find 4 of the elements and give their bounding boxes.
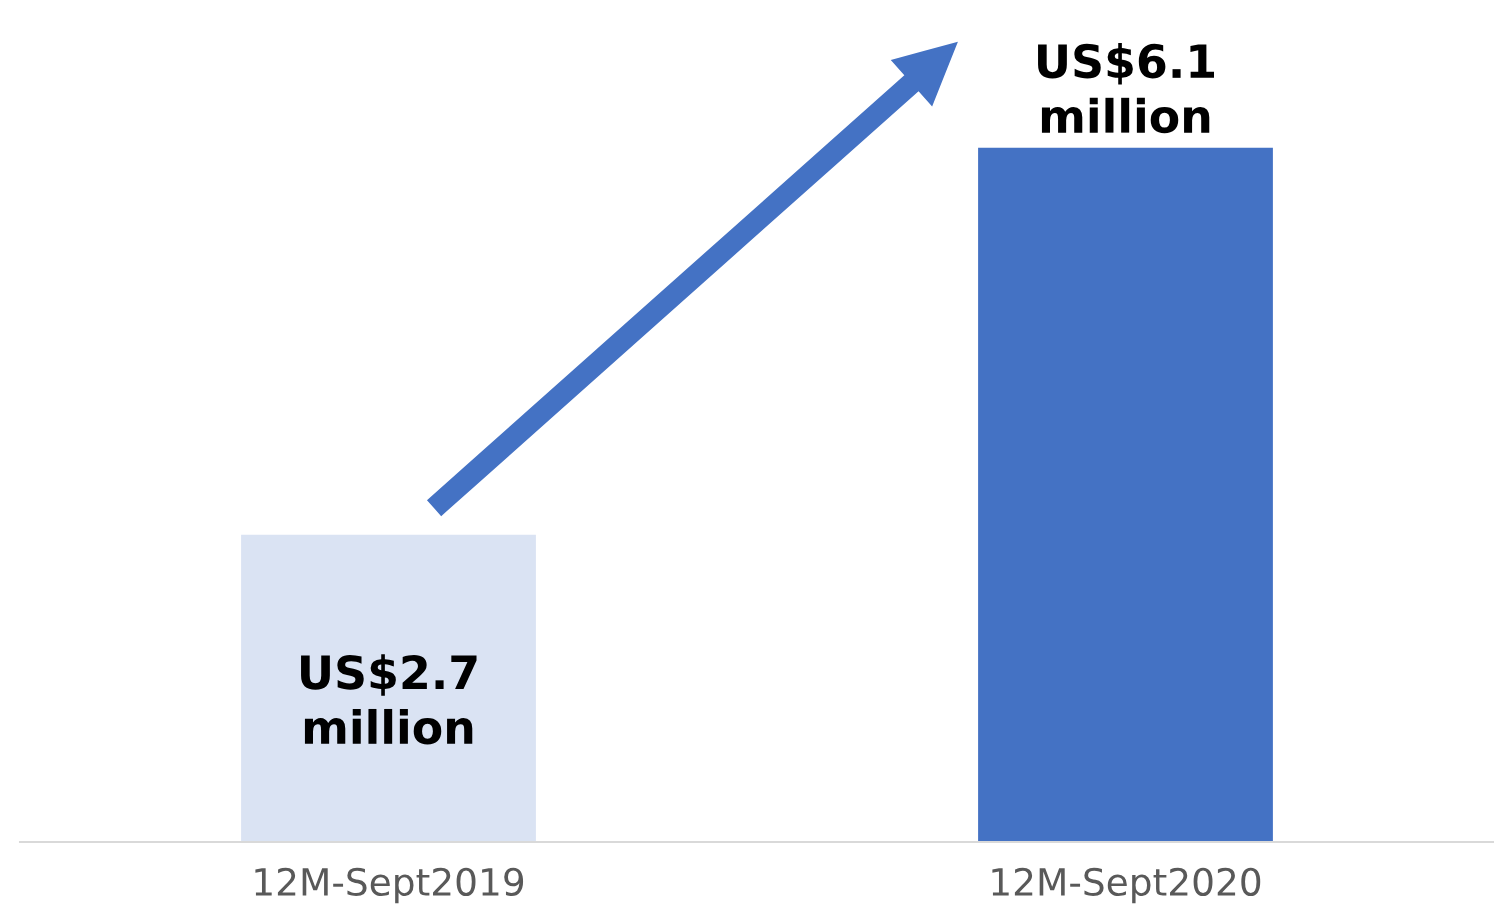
x-tick-label: 12M-Sept2020 [992, 867, 1261, 904]
data-label: US$2.7 million [301, 654, 477, 745]
data-label: US$6.1 million [1038, 43, 1215, 134]
x-tick-label: 12M-Sept2019 [255, 867, 524, 904]
